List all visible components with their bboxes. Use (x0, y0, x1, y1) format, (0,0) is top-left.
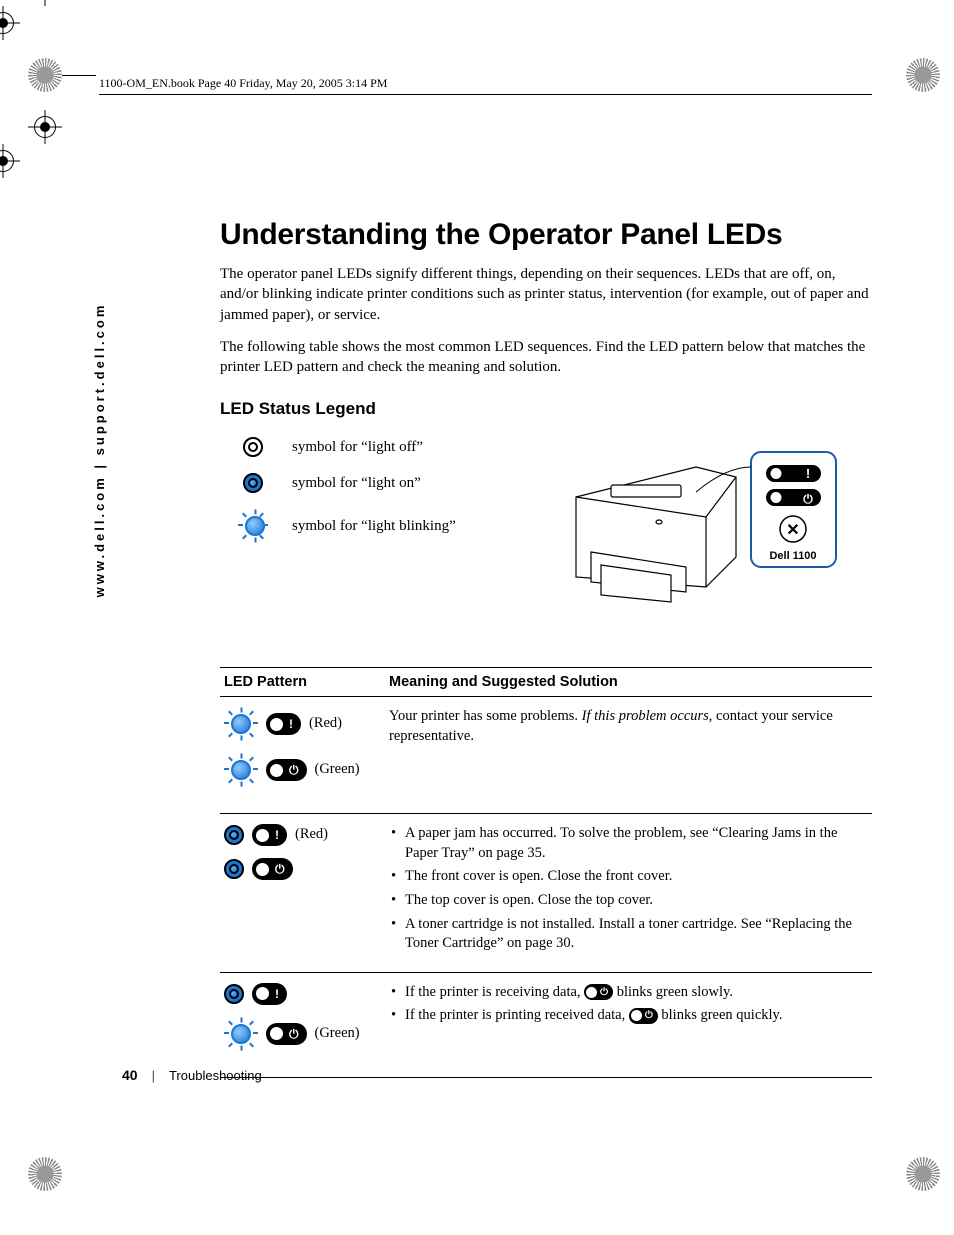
registration-mark-icon (0, 6, 20, 40)
crop-sunburst-icon (906, 58, 940, 92)
crop-sunburst-icon (906, 1157, 940, 1191)
meaning-text: Your printer has some problems. If this … (389, 707, 868, 746)
color-label: (Green) (315, 1024, 360, 1044)
table-row: ! (Red) ⏻ A paper jam has occurred. To s… (220, 814, 872, 972)
led-badge-alert: ! (252, 983, 287, 1005)
pattern-cell: ! (Red) ⏻ (220, 814, 385, 972)
pattern-row: ⏻ (224, 858, 381, 880)
solution-list: A paper jam has occurred. To solve the p… (389, 824, 868, 953)
legend-item-blink: symbol for “light blinking” (220, 509, 500, 543)
led-blink-icon (238, 509, 268, 543)
table-header: LED Pattern (220, 668, 385, 697)
list-item: If the printer is receiving data, ⏻ blin… (389, 983, 868, 1003)
pattern-cell: ! ⏻ (Green) (220, 972, 385, 1077)
led-badge-power: ⏻ (266, 1023, 307, 1045)
pattern-row: ! (224, 983, 381, 1005)
color-label: (Green) (315, 760, 360, 780)
led-pattern-table: LED Pattern Meaning and Suggested Soluti… (220, 667, 872, 1077)
intro-paragraph: The following table shows the most commo… (220, 337, 872, 378)
side-url: www.dell.com | support.dell.com (92, 303, 107, 598)
printer-model-label: Dell 1100 (769, 550, 816, 562)
footer-separator: | (152, 1068, 155, 1083)
color-label: (Red) (309, 714, 342, 734)
crop-sunburst-icon (28, 58, 62, 92)
solution-list: If the printer is receiving data, ⏻ blin… (389, 983, 868, 1026)
section-name: Troubleshooting (169, 1068, 262, 1083)
led-on-icon (243, 473, 263, 493)
svg-text:!: ! (806, 466, 810, 481)
crop-sunburst-icon (28, 1157, 62, 1191)
table-row: ! (Red) ⏻ (Green) Your printer has some … (220, 697, 872, 814)
registration-mark-icon (28, 110, 62, 144)
inline-led-badge-power: ⏻ (584, 984, 613, 1000)
page-number: 40 (122, 1067, 138, 1083)
printer-illustration: ! ⏻ ✕ Dell 1100 (530, 437, 872, 617)
legend-label: symbol for “light off” (292, 439, 423, 456)
list-item: A paper jam has occurred. To solve the p… (389, 824, 868, 863)
led-badge-alert: ! (252, 824, 287, 846)
led-blink-icon (224, 1017, 258, 1051)
inline-led-badge-power: ⏻ (629, 1008, 658, 1024)
pattern-row: ⏻ (Green) (224, 753, 381, 787)
led-on-icon (224, 984, 244, 1004)
intro-paragraph: The operator panel LEDs signify differen… (220, 264, 872, 325)
header-rule (99, 94, 872, 95)
legend-heading: LED Status Legend (220, 399, 872, 419)
svg-text:⏻: ⏻ (803, 492, 813, 506)
crop-line (78, 75, 79, 76)
table-header: Meaning and Suggested Solution (385, 668, 872, 697)
table-row: ! ⏻ (Green) If the printer is receiving … (220, 972, 872, 1077)
registration-mark-icon (28, 0, 62, 6)
list-item: The front cover is open. Close the front… (389, 867, 868, 887)
color-label: (Red) (295, 825, 328, 845)
registration-mark-icon (0, 144, 20, 178)
led-on-icon (224, 825, 244, 845)
meaning-cell: Your printer has some problems. If this … (385, 697, 872, 814)
led-off-icon (243, 437, 263, 457)
list-item: A toner cartridge is not installed. Inst… (389, 915, 868, 954)
legend-list: symbol for “light off” symbol for “light… (220, 437, 500, 559)
legend-label: symbol for “light blinking” (292, 518, 456, 535)
legend-item-on: symbol for “light on” (220, 473, 500, 493)
led-badge-alert: ! (266, 713, 301, 735)
led-on-icon (224, 859, 244, 879)
pattern-row: ! (Red) (224, 707, 381, 741)
pattern-row: ! (Red) (224, 824, 381, 846)
page-content: Understanding the Operator Panel LEDs Th… (220, 218, 872, 1078)
crop-line (62, 75, 96, 76)
list-item: The top cover is open. Close the top cov… (389, 891, 868, 911)
svg-text:✕: ✕ (786, 522, 799, 539)
pattern-row: ⏻ (Green) (224, 1017, 381, 1051)
meaning-cell: A paper jam has occurred. To solve the p… (385, 814, 872, 972)
led-blink-icon (224, 753, 258, 787)
pattern-cell: ! (Red) ⏻ (Green) (220, 697, 385, 814)
list-item: If the printer is printing received data… (389, 1006, 868, 1026)
page-footer: 40 | Troubleshooting (122, 1067, 262, 1083)
legend-label: symbol for “light on” (292, 475, 421, 492)
led-badge-power: ⏻ (266, 759, 307, 781)
meaning-cell: If the printer is receiving data, ⏻ blin… (385, 972, 872, 1077)
legend-item-off: symbol for “light off” (220, 437, 500, 457)
led-blink-icon (224, 707, 258, 741)
page-title: Understanding the Operator Panel LEDs (220, 218, 872, 252)
led-badge-power: ⏻ (252, 858, 293, 880)
running-head: 1100-OM_EN.book Page 40 Friday, May 20, … (99, 76, 387, 91)
